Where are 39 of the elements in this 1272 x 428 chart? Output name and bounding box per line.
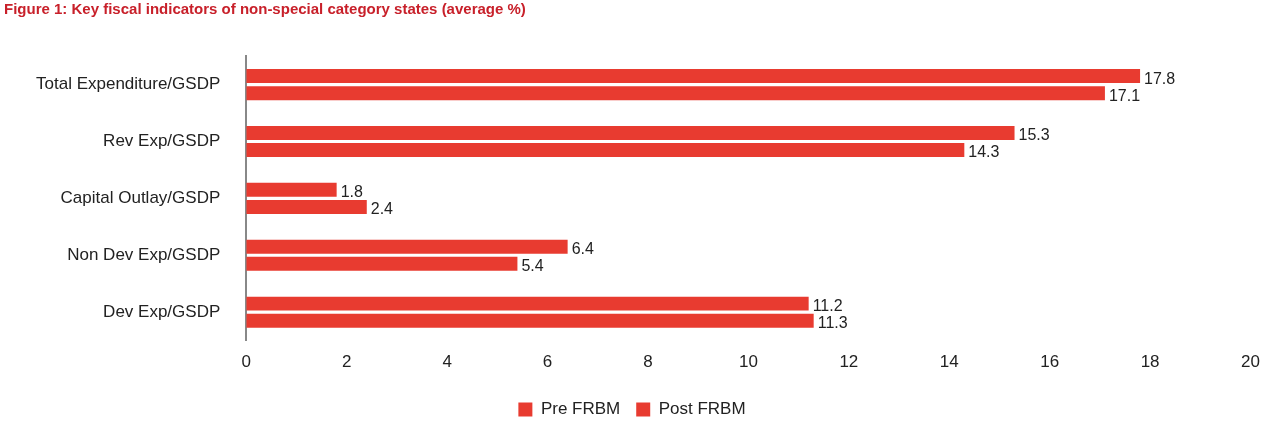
legend-label: Post FRBM (658, 399, 746, 419)
x-tick-label: 0 (241, 352, 251, 372)
data-label: 11.2 (812, 297, 843, 315)
x-tick-label: 4 (442, 352, 452, 372)
y-tick-label: Total Expenditure/GSDP (36, 74, 221, 94)
data-label: 5.4 (521, 257, 544, 275)
bar (246, 69, 1141, 84)
x-tick-label: 16 (1040, 352, 1060, 372)
x-tick-label: 20 (1241, 352, 1261, 372)
x-tick-label: 14 (939, 352, 959, 372)
bar (246, 86, 1105, 101)
data-label: 17.8 (1144, 69, 1176, 87)
y-tick-label: Capital Outlay/GSDP (60, 188, 221, 208)
data-label: 11.3 (817, 314, 848, 332)
bar (246, 239, 568, 254)
data-label: 1.8 (340, 183, 363, 201)
chart-title: Figure 1: Key fiscal indicators of non-special category states (average %) (3, 0, 527, 19)
data-label: 17.1 (1108, 86, 1141, 104)
data-label: 2.4 (370, 200, 394, 218)
bar (246, 182, 337, 197)
bar (246, 125, 1015, 140)
x-tick-label: 8 (643, 352, 653, 372)
bar (246, 143, 965, 158)
data-label: 6.4 (571, 240, 594, 258)
y-tick-label: Rev Exp/GSDP (103, 131, 221, 151)
legend-label: Pre FRBM (540, 399, 621, 419)
data-label: 14.3 (968, 143, 1000, 161)
y-tick-label: Dev Exp/GSDP (103, 301, 221, 321)
bar (246, 256, 518, 271)
bar (246, 313, 814, 328)
y-tick-label: Non Dev Exp/GSDP (67, 244, 221, 264)
bar (246, 199, 367, 214)
bar (246, 296, 809, 311)
x-tick-label: 12 (839, 352, 859, 372)
x-tick-label: 6 (542, 352, 553, 372)
x-tick-label: 18 (1140, 352, 1160, 372)
x-tick-label: 2 (341, 352, 352, 372)
data-label: 15.3 (1018, 126, 1050, 144)
x-tick-label: 10 (738, 352, 758, 372)
